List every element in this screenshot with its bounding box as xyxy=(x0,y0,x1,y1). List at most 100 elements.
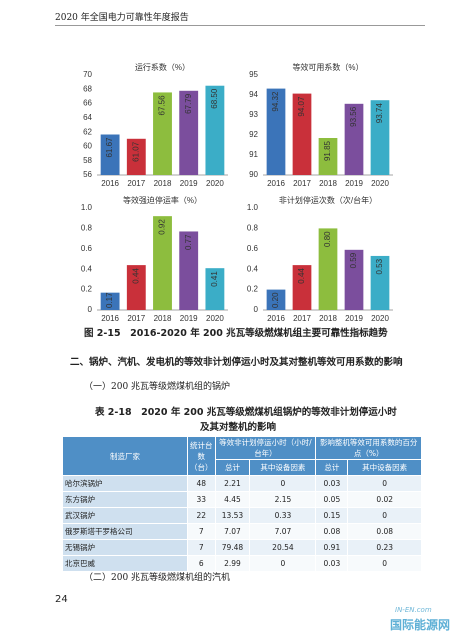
table-title: 及其对整机的影响 xyxy=(200,422,277,433)
page-number: 24 xyxy=(55,594,68,605)
value-label: 0.80 xyxy=(323,231,332,247)
x-tick-label: 2017 xyxy=(293,179,311,188)
x-tick-label: 2019 xyxy=(345,314,363,323)
x-tick-label: 2017 xyxy=(127,314,145,323)
x-tick-label: 2018 xyxy=(154,314,172,323)
value-label: 61.07 xyxy=(131,141,140,162)
y-tick-label: 0 xyxy=(254,305,259,314)
chart-title: 运行系数（%） xyxy=(135,62,190,72)
value-label: 0.20 xyxy=(271,292,280,308)
bar xyxy=(153,216,172,310)
table-body: 哈尔滨锅炉 48 2.21 0 0.03 0 东方锅炉 33 4.45 2.15 0.05 0.02 武… xyxy=(62,475,422,572)
table-cell: 0 xyxy=(249,555,317,572)
bar xyxy=(179,90,199,175)
x-tick-label: 2016 xyxy=(267,179,285,188)
table-cell: 6 xyxy=(187,555,216,572)
chart-title: 等效强迫停运率（%） xyxy=(123,195,202,205)
running-header: 2020 年全国电力可靠性年度报告 xyxy=(55,13,189,23)
header-cell: 总计 xyxy=(315,459,349,476)
x-tick-label: 2017 xyxy=(127,179,145,188)
y-tick-label: 1.0 xyxy=(81,203,93,212)
value-label: 0.59 xyxy=(349,252,358,268)
bar xyxy=(205,268,225,310)
x-tick-label: 2016 xyxy=(267,314,285,323)
watermark-site: IN-EN.com xyxy=(395,606,432,614)
table-cell: 东方锅炉 xyxy=(62,491,188,508)
x-tick-label: 2019 xyxy=(180,314,198,323)
x-tick-label: 2020 xyxy=(371,314,389,323)
value-label: 0.53 xyxy=(375,258,384,274)
bar xyxy=(153,92,172,175)
bar xyxy=(292,265,312,310)
table-cell: 7 xyxy=(187,539,216,556)
x-tick-label: 2020 xyxy=(206,179,224,188)
y-tick-label: 0.6 xyxy=(81,244,93,253)
header-cell: 其中设备因素 xyxy=(249,459,317,476)
x-tick-label: 2016 xyxy=(101,314,119,323)
table-cell: 4.45 xyxy=(214,491,251,508)
table-cell: 0.08 xyxy=(347,523,422,540)
table-cell: 7.07 xyxy=(214,523,251,540)
table-cell: 0.33 xyxy=(249,507,317,524)
table-cell: 2.21 xyxy=(214,475,251,492)
x-tick-label: 2016 xyxy=(101,179,119,188)
value-label: 0.44 xyxy=(297,268,306,284)
bar xyxy=(126,138,146,175)
table-cell: 2.99 xyxy=(214,555,251,572)
y-tick-label: 0.4 xyxy=(81,264,93,273)
bar xyxy=(318,228,338,310)
bar xyxy=(126,265,146,310)
x-tick-label: 2018 xyxy=(154,179,172,188)
value-label: 0.92 xyxy=(158,219,167,235)
x-tick-label: 2018 xyxy=(319,314,337,323)
value-label: 67.56 xyxy=(158,95,167,116)
x-tick-label: 2019 xyxy=(180,179,198,188)
table-row: 哈尔滨锅炉 48 2.21 0 0.03 0 xyxy=(62,475,422,492)
table-title: 表 2-18 2020 年 200 兆瓦等级燃煤机组锅炉的等效非计划停运小时 xyxy=(95,407,397,418)
table-row: 无锡锅炉 7 79.48 20.54 0.91 0.23 xyxy=(62,539,422,556)
x-tick-label: 2019 xyxy=(345,179,363,188)
table-cell: 48 xyxy=(187,475,216,492)
y-tick-label: 70 xyxy=(83,70,92,79)
figure-caption: 图 2-15 2016-2020 年 200 兆瓦等级燃煤机组主要可靠性指标趋势 xyxy=(84,328,388,339)
table-cell: 0.91 xyxy=(315,539,349,556)
y-tick-label: 90 xyxy=(249,170,258,179)
bar xyxy=(292,93,312,175)
y-tick-label: 62 xyxy=(83,127,92,136)
y-tick-label: 0.2 xyxy=(247,285,259,294)
value-label: 94.32 xyxy=(271,91,280,112)
value-label: 91.85 xyxy=(323,140,332,161)
table-cell: 2.15 xyxy=(249,491,317,508)
chart-title: 非计划停运次数（次/台年） xyxy=(279,195,377,205)
table-cell: 0.05 xyxy=(315,491,349,508)
table-cell: 0.15 xyxy=(315,507,349,524)
bar xyxy=(100,292,120,310)
table-cell: 0.02 xyxy=(347,491,422,508)
y-tick-label: 0.8 xyxy=(81,224,93,233)
table-cell: 20.54 xyxy=(249,539,317,556)
header-cell: 等效非计划停运小时（小时/台年） xyxy=(214,436,317,460)
y-tick-label: 95 xyxy=(249,70,258,79)
table-cell: 哈尔滨锅炉 xyxy=(62,475,188,492)
table-cell: 0.23 xyxy=(347,539,422,556)
y-tick-label: 64 xyxy=(83,113,92,122)
value-label: 61.67 xyxy=(105,137,114,158)
bar xyxy=(205,85,225,175)
chart-title: 等效可用系数（%） xyxy=(292,62,363,72)
table-cell: 33 xyxy=(187,491,216,508)
value-label: 0.77 xyxy=(184,234,193,250)
header-cell: 影响整机等效可用系数的百分点（%） xyxy=(315,436,422,460)
table-cell: 0 xyxy=(249,475,317,492)
y-tick-label: 66 xyxy=(83,99,92,108)
table-cell: 武汉锅炉 xyxy=(62,507,188,524)
bar xyxy=(344,249,364,310)
x-tick-label: 2020 xyxy=(371,179,389,188)
header-cell: 制造厂家 xyxy=(62,436,188,476)
table-row: 北京巴威 6 2.99 0 0.03 0 xyxy=(62,555,422,572)
header-cell: 统计台数（台） xyxy=(187,436,216,476)
bar xyxy=(100,134,120,175)
header-cell: 其中设备因素 xyxy=(347,459,422,476)
value-label: 93.56 xyxy=(349,106,358,127)
x-tick-label: 2020 xyxy=(206,314,224,323)
